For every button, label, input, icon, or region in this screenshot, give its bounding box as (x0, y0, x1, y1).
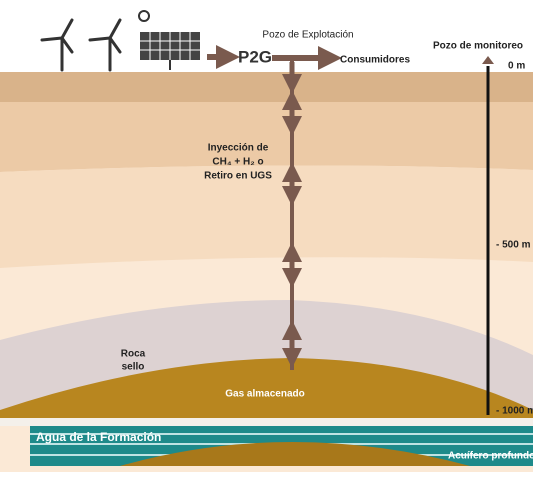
depth-label: - 500 m (496, 240, 531, 251)
seal-label: sello (122, 362, 145, 373)
aquifer-label: Acuífero profundo (448, 451, 533, 462)
arrow-head (482, 56, 494, 64)
well-label: Pozo de Explotación (262, 30, 353, 41)
depth-label: 0 m (508, 61, 525, 72)
sun-icon (138, 10, 150, 22)
solar-panel (140, 32, 200, 70)
layer-top (0, 72, 533, 102)
layer-3 (0, 165, 533, 268)
seal-label: Roca (121, 349, 146, 360)
monitoring-label: Pozo de monitoreo (433, 41, 523, 52)
p2g-label: P2G (238, 47, 272, 66)
gas-dome (0, 358, 533, 420)
consumers-label: Consumidores (340, 55, 410, 66)
injection-label: CH₄ + H₂ o (212, 157, 263, 168)
depth-label: - 1000 m (496, 406, 533, 417)
gas-label: Gas almacenado (225, 389, 304, 400)
injection-label: Inyección de (208, 143, 269, 154)
deep-dome (120, 442, 470, 466)
separator (0, 418, 533, 426)
layer-2 (0, 102, 533, 172)
wind-turbine (40, 18, 74, 72)
injection-label: Retiro en UGS (204, 171, 272, 182)
wind-turbine (88, 18, 122, 72)
strata (0, 72, 533, 472)
water-label: Agua de la Formación (36, 430, 161, 444)
